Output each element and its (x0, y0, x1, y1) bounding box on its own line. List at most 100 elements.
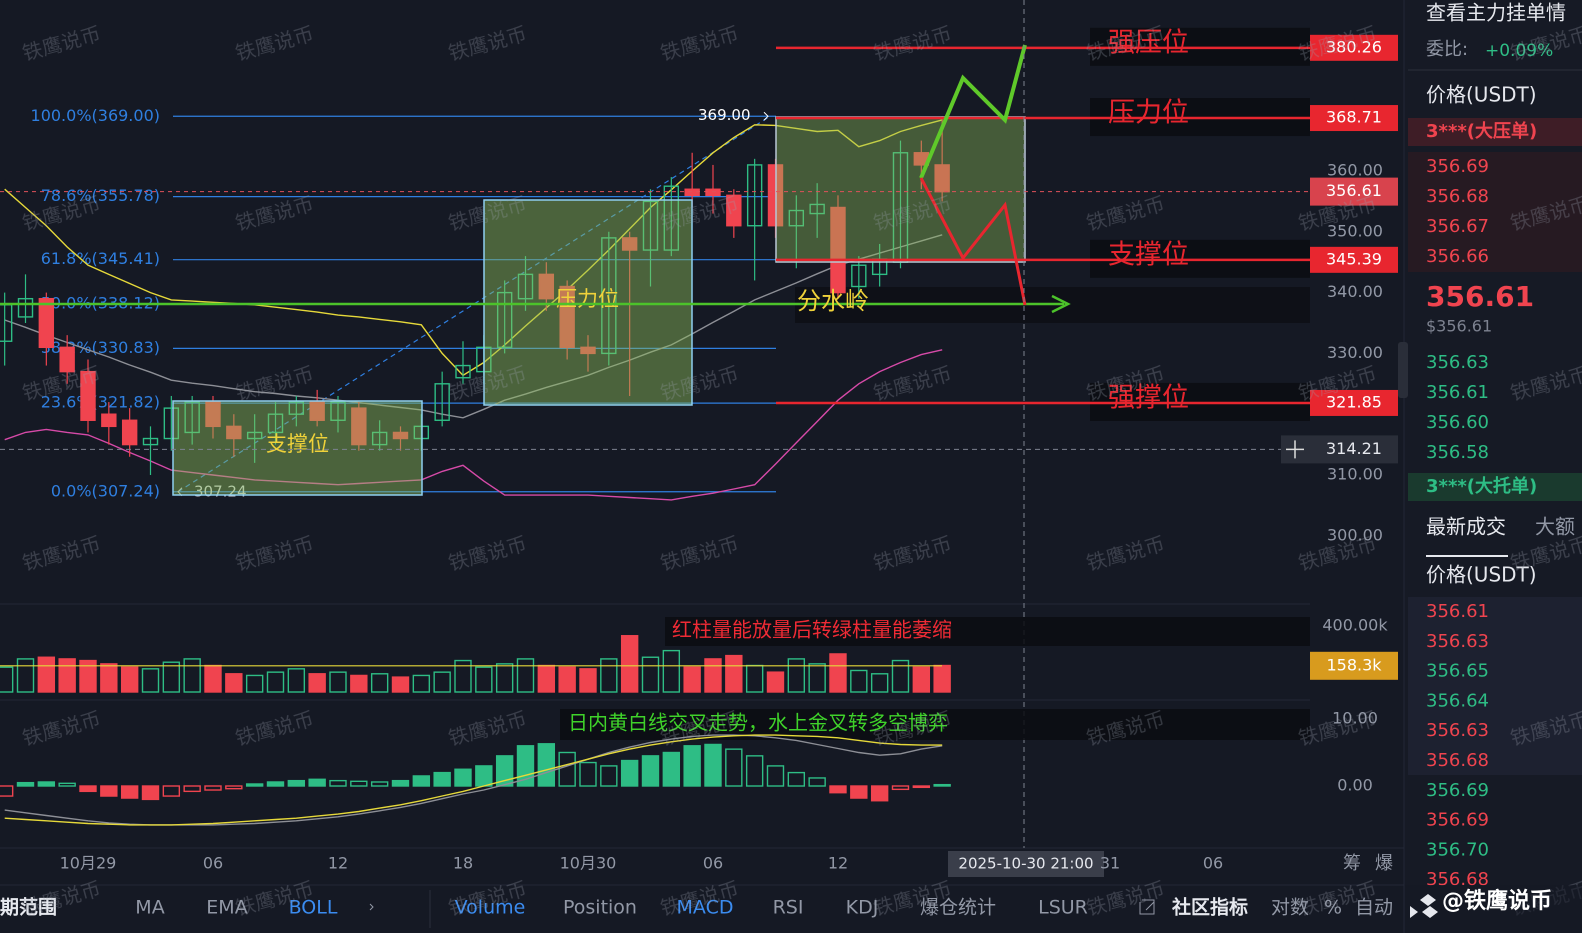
volume-ma-box (1310, 651, 1398, 680)
fib-high-label: 369.00 (698, 106, 751, 124)
volume-bar (391, 676, 410, 693)
volume-bar (454, 659, 472, 693)
macd-bar (537, 743, 556, 787)
candle-body (601, 237, 617, 355)
toolbar-item[interactable]: EMA (206, 897, 247, 919)
level-price-box (1310, 105, 1398, 132)
time-tick-label: 06 (203, 854, 223, 873)
candle-body (80, 370, 96, 421)
macd-bar (662, 751, 681, 787)
side-button[interactable]: 爆 (1375, 853, 1393, 874)
fib-label: 78.6%(355.78) (41, 186, 160, 205)
toolbar-item[interactable]: 对数 (1271, 897, 1309, 919)
level-price: 345.39 (1326, 249, 1382, 268)
bid-price: 356.61 (1426, 382, 1489, 403)
trades-price-header: 价格(USDT) (1426, 563, 1537, 587)
bid-price: 356.58 (1426, 442, 1489, 463)
time-tick-label: 18 (453, 854, 473, 873)
toolbar-item[interactable]: MA (135, 897, 164, 919)
volume-bar (870, 673, 889, 693)
toolbar-item[interactable]: 爆仓统计 (920, 897, 996, 919)
bear-path (919, 177, 1027, 306)
volume-note: 红柱量能放量后转绿柱量能萎缩 (672, 618, 952, 642)
candle-body (726, 194, 742, 227)
candle-body (538, 273, 555, 300)
macd-bar (704, 743, 722, 787)
support-box-label: 支撑位 (266, 432, 329, 456)
candle-body (934, 164, 950, 193)
level-price-box (1310, 246, 1398, 273)
toolbar-item[interactable]: MACD (677, 897, 734, 919)
candle-body (59, 346, 75, 373)
volume-bar (475, 666, 493, 693)
time-tick-label: 06 (703, 854, 723, 873)
toolbar-item[interactable]: Volume (455, 897, 526, 919)
bid-wall: 3***(大托单) (1426, 475, 1537, 497)
macd-bar (600, 765, 618, 787)
macd-bar (433, 771, 451, 787)
volume-bar (204, 664, 222, 693)
toolbar-item[interactable]: KDJ (846, 897, 879, 919)
ask-depth (1408, 152, 1582, 182)
volume-bar (829, 653, 847, 693)
side-button[interactable]: 筹 (1343, 853, 1361, 874)
level-name: 支撑位 (1108, 239, 1189, 270)
ask-wall-bg (1408, 118, 1582, 146)
trade-price: 356.63 (1426, 720, 1489, 741)
candle-body (392, 431, 409, 440)
macd-bar (891, 785, 910, 791)
ask-depth (1408, 212, 1582, 242)
toolbar (0, 885, 1404, 933)
volume-bar (0, 666, 14, 693)
candle-body (851, 264, 867, 288)
volume-bar (329, 671, 347, 693)
candle-body (101, 413, 117, 428)
trade-price: 356.65 (1426, 661, 1489, 682)
trade-price: 356.69 (1426, 810, 1489, 831)
macd-bar (329, 779, 347, 787)
volume-bar (183, 658, 201, 693)
volume-bar (266, 671, 285, 693)
toolbar-item[interactable]: 自动 (1355, 897, 1393, 919)
volume-bar (683, 666, 701, 693)
toolbar-item[interactable]: Position (563, 897, 637, 919)
toolbar-item[interactable]: RSI (773, 897, 804, 919)
volume-bar (620, 635, 639, 693)
candle-body (663, 185, 680, 251)
current-price-label: 356.61 (1326, 181, 1382, 200)
volume-bar (37, 656, 56, 693)
price-tick-label: 360.00 (1327, 161, 1383, 180)
volume-bar (58, 658, 76, 693)
candle-body (330, 401, 346, 421)
macd-bar (766, 765, 785, 787)
volume-bar (162, 661, 181, 693)
volume-bar (495, 663, 514, 693)
trade-price: 356.70 (1426, 839, 1489, 860)
macd-bar (808, 777, 826, 787)
macd-bar (79, 785, 97, 793)
boll-upper (4, 119, 943, 377)
volume-bar (704, 658, 722, 693)
trade-price: 356.63 (1426, 631, 1489, 652)
watershed-arrowhead (1051, 294, 1071, 314)
candle-body (163, 407, 180, 440)
toolbar-item[interactable]: BOLL (289, 897, 338, 919)
volume-bar (766, 671, 785, 693)
toolbar-item[interactable]: LSUR (1038, 897, 1088, 919)
volume-bar (245, 674, 264, 693)
volume-bar (933, 664, 951, 693)
volume-bar (225, 673, 243, 693)
candle-body (788, 209, 805, 227)
volume-bar (412, 674, 431, 693)
toolbar-item[interactable]: % (1324, 897, 1342, 919)
volume-tick: 400.00k (1322, 615, 1388, 634)
toolbar-item[interactable]: 期范围 (0, 896, 57, 919)
toolbar-item[interactable]: 社区指标 (1171, 896, 1248, 919)
panel-collapse[interactable] (1398, 342, 1408, 398)
candle-body (267, 413, 284, 434)
brand: @铁鹰说币 (1442, 888, 1552, 914)
candle-body (642, 200, 659, 251)
volume-note-bg (665, 617, 1310, 646)
volume-bar (662, 649, 681, 693)
